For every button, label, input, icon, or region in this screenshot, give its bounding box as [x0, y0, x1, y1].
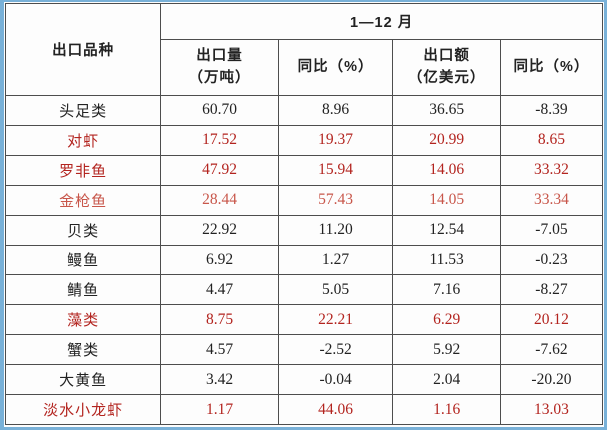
species-cell: 大黄鱼: [4, 364, 162, 396]
species-cell: 金枪鱼: [4, 184, 162, 216]
species-cell: 蟹类: [4, 334, 162, 366]
value-yoy-cell: -7.62: [499, 334, 604, 366]
volume-yoy-cell: 57.43: [277, 184, 394, 216]
volume-yoy-cell: 19.37: [277, 124, 394, 156]
species-cell: 藻类: [4, 304, 162, 336]
table-row: 蟹类 4.57 -2.52 5.92 -7.62: [4, 334, 604, 366]
table-row: 鳗鱼 6.92 1.27 11.53 -0.23: [4, 244, 604, 276]
value-yoy-cell: 33.32: [499, 154, 604, 186]
value-yoy-cell: 8.65: [499, 124, 604, 156]
volume-cell: 1.17: [160, 394, 279, 425]
table-row: 大黄鱼 3.42 -0.04 2.04 -20.20: [4, 364, 604, 396]
species-cell: 对虾: [4, 124, 162, 156]
value-cell: 11.53: [392, 244, 501, 276]
species-cell: 罗非鱼: [4, 154, 162, 186]
value-cell: 6.29: [392, 304, 501, 336]
volume-yoy-cell: 1.27: [277, 244, 394, 276]
value-cell: 20.99: [392, 124, 501, 156]
table-row: 头足类 60.70 8.96 36.65 -8.39: [4, 95, 604, 126]
value-yoy-cell: -7.05: [499, 214, 604, 246]
species-cell: 头足类: [4, 95, 162, 126]
value-cell: 1.16: [392, 394, 501, 425]
value-yoy-cell: 13.03: [499, 394, 604, 425]
value-cell: 7.16: [392, 274, 501, 306]
species-cell: 淡水小龙虾: [4, 394, 162, 425]
volume-cell: 60.70: [160, 95, 279, 126]
value-yoy-cell: 20.12: [499, 304, 604, 336]
volume-yoy-cell: 44.06: [277, 394, 394, 425]
volume-yoy-cell: -2.52: [277, 334, 394, 366]
value-cell: 14.06: [392, 154, 501, 186]
header-volume-yoy: 同比（%）: [277, 39, 394, 96]
volume-yoy-cell: 22.21: [277, 304, 394, 336]
volume-yoy-cell: 15.94: [277, 154, 394, 186]
header-value-yoy: 同比（%）: [499, 39, 604, 96]
header-row-metrics: 出口量 （万吨） 同比（%） 出口额 （亿美元） 同比（%）: [6, 39, 604, 96]
volume-cell: 22.92: [160, 214, 279, 246]
value-cell: 14.05: [392, 184, 501, 216]
value-cell: 12.54: [392, 214, 501, 246]
species-cell: 鲭鱼: [4, 274, 162, 306]
table-row: 淡水小龙虾 1.17 44.06 1.16 13.03: [4, 394, 604, 425]
value-yoy-cell: -20.20: [499, 364, 604, 396]
table-row: 贝类 22.92 11.20 12.54 -7.05: [4, 214, 604, 246]
volume-cell: 3.42: [160, 364, 279, 396]
header-export-value-line2: （亿美元）: [407, 69, 486, 86]
table-row: 罗非鱼 47.92 15.94 14.06 33.32: [4, 154, 604, 186]
volume-cell: 6.92: [160, 244, 279, 276]
value-yoy-cell: -8.39: [499, 95, 604, 126]
value-yoy-cell: -0.23: [499, 244, 604, 276]
volume-yoy-cell: -0.04: [277, 364, 394, 396]
header-period: 1—12 月: [160, 3, 603, 40]
value-cell: 36.65: [392, 95, 501, 126]
table-row: 藻类 8.75 22.21 6.29 20.12: [4, 304, 604, 336]
volume-cell: 4.47: [160, 274, 279, 306]
header-export-volume: 出口量 （万吨）: [160, 39, 279, 96]
volume-cell: 4.57: [160, 334, 279, 366]
volume-cell: 47.92: [160, 154, 279, 186]
table-row: 鲭鱼 4.47 5.05 7.16 -8.27: [4, 274, 604, 306]
header-export-volume-line2: （万吨）: [188, 69, 251, 86]
volume-cell: 28.44: [160, 184, 279, 216]
volume-yoy-cell: 8.96: [277, 95, 394, 126]
table-row: 对虾 17.52 19.37 20.99 8.65: [4, 124, 604, 156]
value-cell: 5.92: [392, 334, 501, 366]
value-cell: 2.04: [392, 364, 501, 396]
species-cell: 鳗鱼: [4, 244, 162, 276]
value-yoy-cell: -8.27: [499, 274, 604, 306]
value-yoy-cell: 33.34: [499, 184, 604, 216]
header-value-yoy-line1: 同比（%）: [513, 58, 590, 75]
header-export-value: 出口额 （亿美元）: [392, 39, 501, 96]
header-row-period: 出口品种 1—12 月: [4, 3, 603, 96]
volume-yoy-cell: 5.05: [277, 274, 394, 306]
export-stats-table: 出口品种 1—12 月 出口量 （万吨） 同比（%） 出口额 （亿美元） 同比（…: [4, 3, 604, 425]
header-export-variety: 出口品种: [4, 3, 162, 96]
volume-cell: 8.75: [160, 304, 279, 336]
table-row: 金枪鱼 28.44 57.43 14.05 33.34: [4, 184, 604, 216]
header-export-volume-line1: 出口量: [196, 48, 243, 65]
volume-cell: 17.52: [160, 124, 279, 156]
species-cell: 贝类: [4, 214, 162, 246]
header-export-value-line1: 出口额: [423, 48, 470, 65]
header-volume-yoy-line1: 同比（%）: [297, 58, 374, 75]
volume-yoy-cell: 11.20: [277, 214, 394, 246]
